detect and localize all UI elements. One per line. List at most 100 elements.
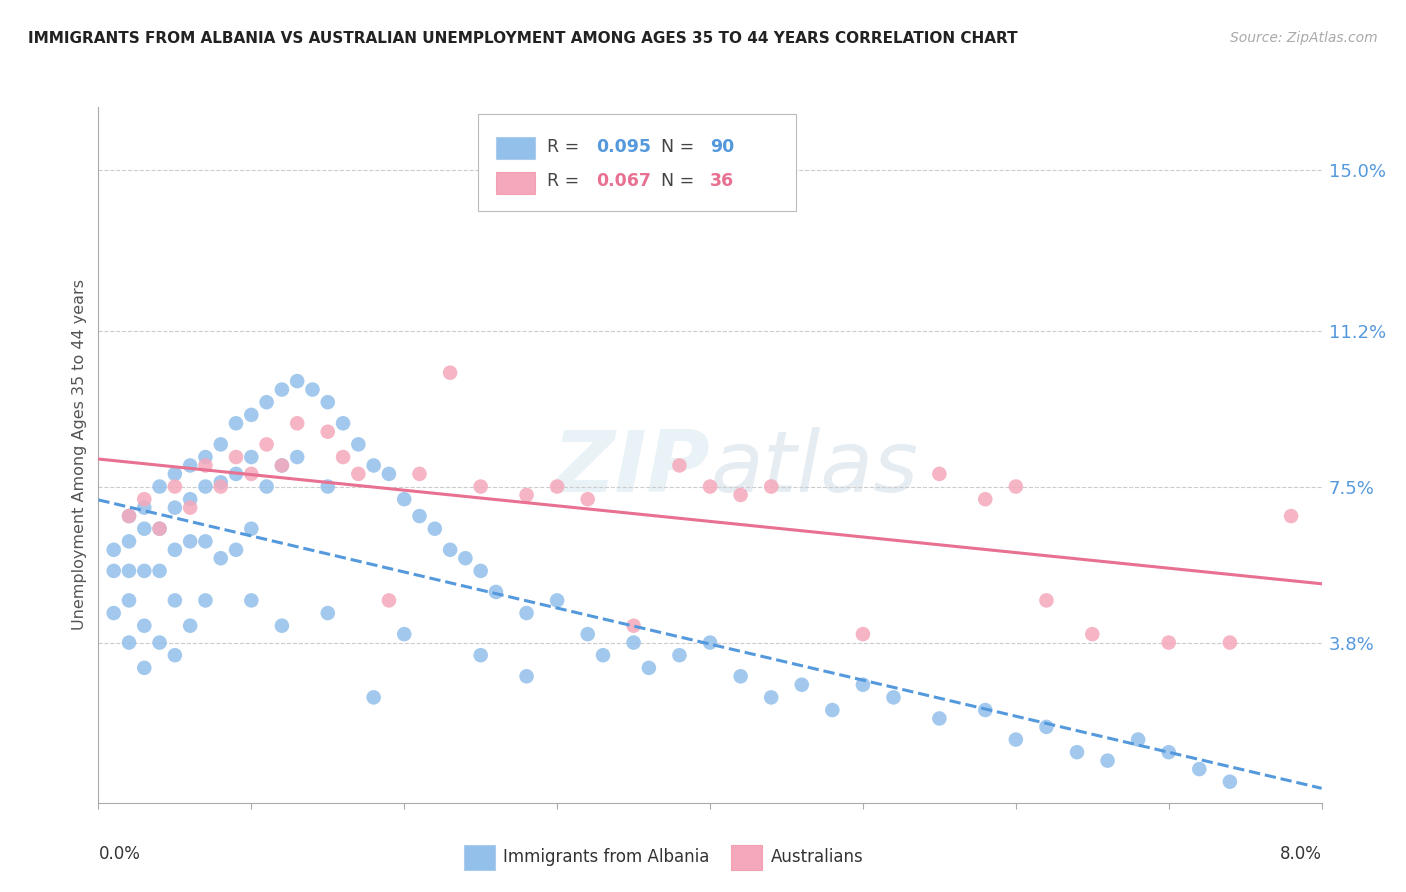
Text: N =: N = xyxy=(661,172,700,191)
Point xyxy=(256,437,278,451)
Point xyxy=(209,437,232,451)
Point xyxy=(1157,635,1180,649)
Point xyxy=(623,618,645,632)
Point xyxy=(378,467,401,481)
Point xyxy=(163,648,186,663)
Point xyxy=(301,383,323,397)
Point xyxy=(347,467,370,481)
Text: ZIP: ZIP xyxy=(553,427,710,510)
Point xyxy=(576,627,599,641)
Text: R =: R = xyxy=(547,172,585,191)
Point xyxy=(1004,732,1026,747)
FancyBboxPatch shape xyxy=(478,114,796,211)
Point xyxy=(516,669,538,683)
Text: 0.095: 0.095 xyxy=(596,137,651,156)
Point xyxy=(256,479,278,493)
Point xyxy=(759,479,782,493)
Text: 0.0%: 0.0% xyxy=(98,845,141,863)
Point xyxy=(149,522,172,536)
Point xyxy=(134,522,156,536)
Point xyxy=(118,564,141,578)
Point xyxy=(225,542,247,557)
Point xyxy=(163,593,186,607)
Point xyxy=(470,648,492,663)
Point xyxy=(790,678,813,692)
Point xyxy=(285,450,308,464)
Point xyxy=(118,509,141,524)
Point xyxy=(194,450,217,464)
Point xyxy=(240,408,263,422)
Point xyxy=(270,618,294,632)
Point xyxy=(516,488,538,502)
Point xyxy=(194,534,217,549)
Text: IMMIGRANTS FROM ALBANIA VS AUSTRALIAN UNEMPLOYMENT AMONG AGES 35 TO 44 YEARS COR: IMMIGRANTS FROM ALBANIA VS AUSTRALIAN UN… xyxy=(28,31,1018,46)
Point xyxy=(699,635,721,649)
Point xyxy=(179,458,201,473)
Point xyxy=(439,542,461,557)
Point xyxy=(974,492,997,507)
Point xyxy=(516,606,538,620)
Point xyxy=(149,479,172,493)
Point xyxy=(194,479,217,493)
Point xyxy=(194,458,217,473)
Point xyxy=(928,711,950,725)
Point xyxy=(256,395,278,409)
Point xyxy=(1219,774,1241,789)
Point xyxy=(1097,754,1119,768)
Point xyxy=(270,383,294,397)
Point xyxy=(454,551,477,566)
Point xyxy=(179,500,201,515)
Text: Australians: Australians xyxy=(770,848,863,866)
Point xyxy=(1157,745,1180,759)
Point xyxy=(408,467,430,481)
Point xyxy=(423,522,446,536)
Point xyxy=(470,564,492,578)
Point xyxy=(316,425,339,439)
Point xyxy=(179,492,201,507)
Point xyxy=(179,534,201,549)
Point xyxy=(852,627,875,641)
Point xyxy=(637,661,661,675)
Text: 36: 36 xyxy=(710,172,734,191)
Text: 90: 90 xyxy=(710,137,734,156)
Point xyxy=(699,479,721,493)
Point xyxy=(149,564,172,578)
Point xyxy=(470,479,492,493)
Text: Source: ZipAtlas.com: Source: ZipAtlas.com xyxy=(1230,31,1378,45)
Point xyxy=(163,479,186,493)
Text: R =: R = xyxy=(547,137,585,156)
Point xyxy=(209,475,232,490)
Point xyxy=(883,690,905,705)
Point xyxy=(974,703,997,717)
Point xyxy=(163,542,186,557)
Point xyxy=(134,500,156,515)
Point xyxy=(332,417,354,431)
Point xyxy=(103,606,125,620)
Point xyxy=(1188,762,1211,776)
Point xyxy=(363,690,385,705)
Point xyxy=(225,417,247,431)
FancyBboxPatch shape xyxy=(496,137,536,159)
Point xyxy=(118,534,141,549)
Point xyxy=(623,635,645,649)
Point xyxy=(194,593,217,607)
Point xyxy=(240,467,263,481)
Point xyxy=(134,564,156,578)
Point xyxy=(163,500,186,515)
Point xyxy=(134,492,156,507)
Point xyxy=(1128,732,1150,747)
Point xyxy=(392,492,416,507)
Point xyxy=(316,479,339,493)
Point xyxy=(576,492,599,507)
Text: 8.0%: 8.0% xyxy=(1279,845,1322,863)
Point xyxy=(730,669,752,683)
Point xyxy=(1081,627,1104,641)
Text: atlas: atlas xyxy=(710,427,918,510)
Point xyxy=(240,593,263,607)
Point xyxy=(134,661,156,675)
Point xyxy=(332,450,354,464)
Point xyxy=(163,467,186,481)
Point xyxy=(134,618,156,632)
Point xyxy=(347,437,370,451)
Point xyxy=(485,585,508,599)
